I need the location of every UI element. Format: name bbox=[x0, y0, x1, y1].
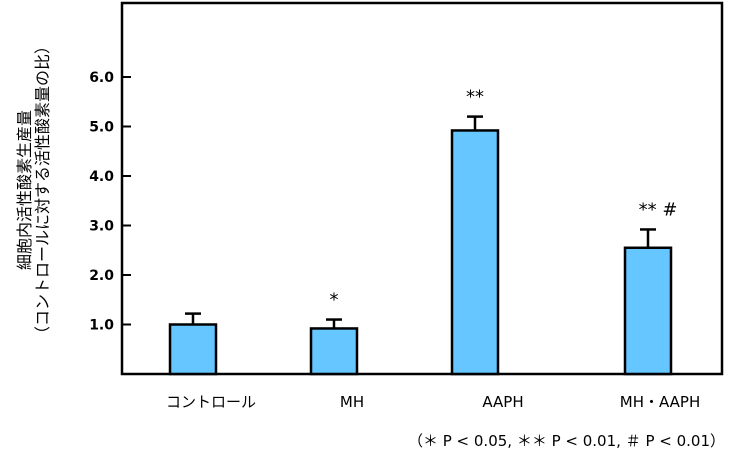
x-category-label: AAPH bbox=[482, 393, 523, 411]
y-tick-label: 5.0 bbox=[89, 120, 114, 136]
x-category-label: コントロール bbox=[166, 393, 256, 411]
y-tick-label: 1.0 bbox=[89, 318, 114, 334]
significance-label: * bbox=[330, 290, 339, 311]
x-category-label: MH bbox=[340, 393, 364, 411]
significance-footnote: （＊ P < 0.05, ＊＊ P < 0.01, ＃ P < 0.01） bbox=[407, 432, 725, 450]
bar bbox=[623, 246, 673, 376]
y-axis-label: 細胞内活性酸素生産量（コントロールに対する活性酸素量の比） bbox=[15, 38, 52, 342]
y-tick-label: 6.0 bbox=[89, 70, 114, 86]
x-category-label: MH・AAPH bbox=[620, 393, 701, 411]
bar bbox=[309, 327, 359, 376]
bar bbox=[450, 129, 500, 376]
significance-label: ** # bbox=[639, 199, 678, 220]
y-tick-label: 4.0 bbox=[89, 169, 114, 185]
y-tick-label: 2.0 bbox=[89, 268, 114, 284]
significance-label: ** bbox=[466, 87, 484, 108]
y-axis-label-line: 細胞内活性酸素生産量 bbox=[15, 110, 34, 270]
bar bbox=[168, 323, 218, 376]
y-axis-label-line: （コントロールに対する活性酸素量の比） bbox=[33, 38, 52, 342]
y-tick-label: 3.0 bbox=[89, 219, 114, 235]
plot-frame bbox=[120, 1, 724, 376]
